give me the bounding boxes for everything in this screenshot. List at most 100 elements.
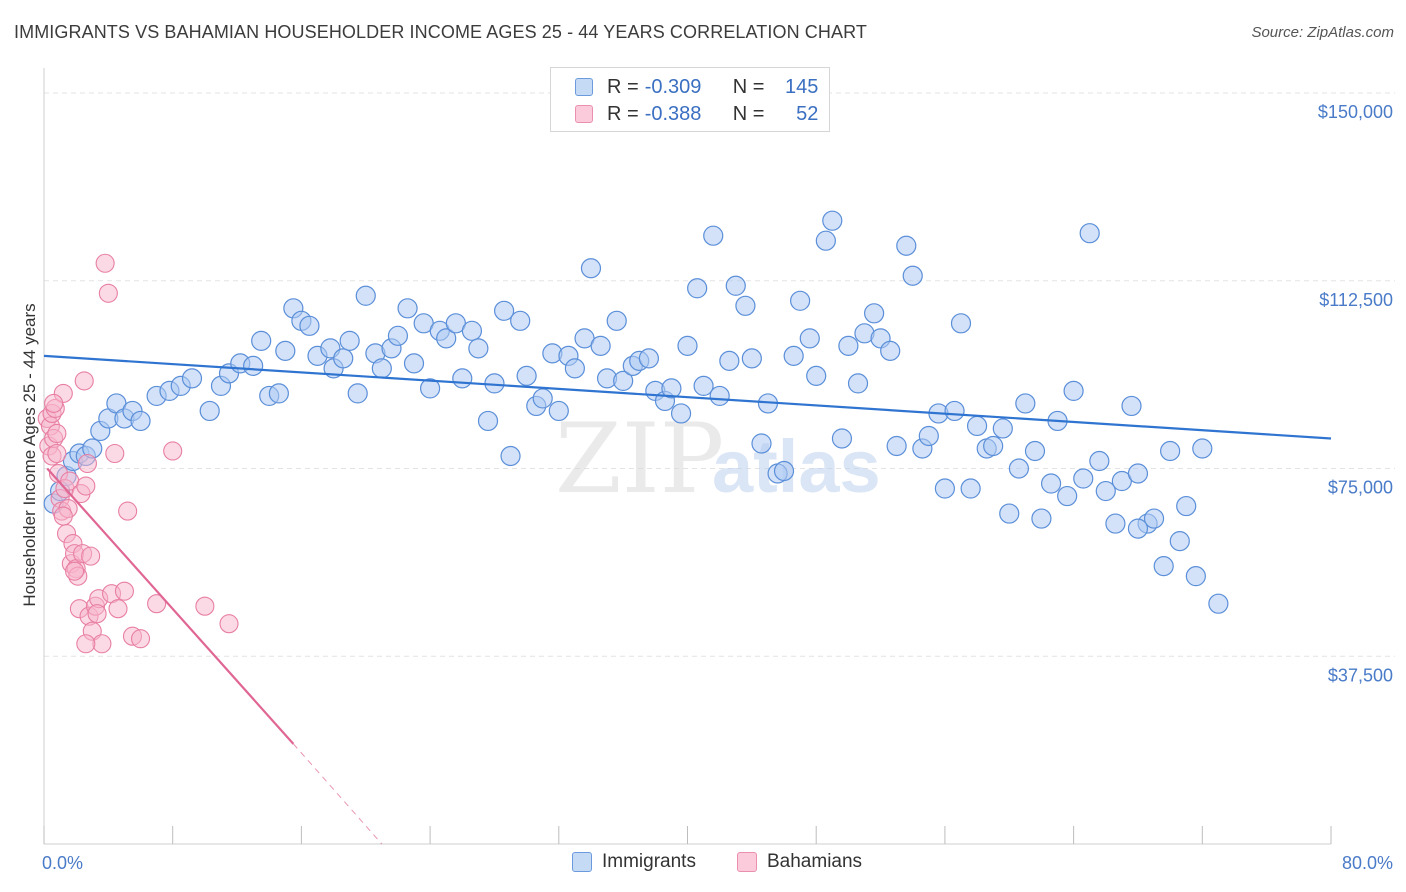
legend-r-value: -0.388 [644, 102, 702, 125]
x-tick-labels: 0.0% 80.0% [42, 853, 1393, 873]
immigrants-point [1143, 508, 1165, 529]
immigrants-point [532, 388, 553, 409]
immigrants-point [944, 400, 965, 422]
immigrants-point [703, 225, 724, 246]
immigrants-point [371, 358, 392, 379]
chart-title: IMMIGRANTS VS BAHAMIAN HOUSEHOLDER INCOM… [14, 22, 867, 42]
immigrants-point [806, 365, 827, 386]
series-immigrants [43, 210, 1229, 614]
y-tick-label: $150,000 [1318, 102, 1393, 122]
bahamians-trend-extension [292, 743, 383, 845]
immigrants-point [339, 330, 360, 351]
immigrants-point [548, 400, 569, 422]
immigrants-point [783, 345, 804, 366]
bahamians-point [76, 634, 96, 654]
immigrants-point [999, 503, 1020, 524]
bahamians-swatch [575, 105, 593, 123]
bahamians-point [98, 283, 118, 303]
immigrants-point [347, 383, 368, 404]
trend-lines [43, 354, 1332, 845]
immigrants-point [420, 378, 441, 399]
immigrants-point [500, 445, 521, 467]
immigrants-point [461, 320, 483, 341]
bahamians-point [81, 546, 101, 566]
immigrants-point [1176, 495, 1197, 517]
immigrants-point [510, 310, 531, 331]
immigrants-point [1073, 468, 1094, 489]
immigrants-point [1127, 518, 1149, 539]
bahamians-point [163, 441, 183, 461]
immigrants-point [477, 410, 499, 432]
immigrants-point [725, 275, 746, 296]
immigrants-point [251, 330, 272, 351]
immigrants-point [799, 328, 820, 349]
bahamians-point [118, 501, 138, 521]
bahamians-point [105, 443, 125, 464]
immigrants-point [960, 478, 981, 499]
immigrants-point [1127, 463, 1149, 484]
immigrants-point [790, 290, 811, 311]
immigrants-point [1031, 508, 1052, 529]
immigrants-point [1024, 440, 1046, 462]
immigrants-point [864, 303, 885, 324]
immigrants-point [838, 335, 859, 356]
legend-n-label: N = [732, 102, 765, 125]
bahamians-point [74, 371, 94, 391]
immigrants-point [822, 210, 843, 231]
y-tick-labels: $37,500 $75,000 $112,500 $150,000 [1318, 102, 1393, 685]
immigrants-point [299, 315, 320, 336]
bahamians-point [76, 476, 96, 496]
immigrants-point [1105, 513, 1126, 534]
y-tick-label: $37,500 [1328, 665, 1393, 685]
immigrants-point [992, 418, 1013, 439]
y-axis-label: Householder Income Ages 25 - 44 years [20, 303, 39, 606]
immigrants-point [1079, 223, 1100, 244]
bahamians-legend-swatch [737, 852, 757, 872]
bahamians-point [53, 506, 73, 526]
immigrants-point [918, 425, 939, 447]
immigrants-point [333, 348, 354, 369]
immigrants-point [1185, 566, 1206, 587]
bahamians-point [44, 393, 64, 413]
immigrants-trend-line [43, 354, 1332, 440]
immigrants-point [590, 335, 611, 356]
bahamians-point [92, 634, 112, 654]
immigrants-point [564, 358, 585, 379]
immigrants-point [268, 383, 289, 404]
bahamians-point [47, 443, 67, 464]
immigrants-point [355, 285, 376, 306]
immigrants-point [606, 310, 627, 331]
bahamians-point [65, 561, 85, 581]
immigrants-point [687, 278, 708, 299]
legend-n-value: 145 [785, 75, 819, 98]
immigrants-point [1153, 556, 1174, 577]
immigrants-point [751, 433, 772, 454]
immigrants-point [902, 265, 923, 286]
immigrants-point [1208, 593, 1229, 614]
immigrants-point [275, 340, 296, 361]
immigrants-point [130, 410, 151, 432]
immigrants-point [886, 435, 907, 457]
immigrants-legend-swatch [572, 852, 592, 872]
immigrants-point [735, 295, 756, 316]
immigrants-point [387, 325, 409, 346]
immigrants-point [397, 298, 418, 319]
immigrants-point [181, 368, 203, 389]
immigrants-point [661, 378, 682, 399]
bahamians-point [77, 453, 97, 474]
immigrants-point [1040, 473, 1062, 494]
legend-row-bahamians: R = -0.388 N = 52 [575, 101, 818, 127]
immigrants-point [831, 428, 853, 449]
legend-bahamians-label: Bahamians [767, 851, 863, 872]
immigrants-point [1008, 458, 1030, 479]
immigrants-point [966, 415, 988, 437]
watermark-atlas: atlas [712, 425, 881, 508]
immigrants-point [741, 348, 762, 369]
legend-n-label: N = [732, 75, 765, 98]
immigrants-point [773, 460, 795, 482]
legend-r-label: R = [607, 102, 639, 125]
immigrants-point [670, 403, 692, 424]
immigrants-point [516, 365, 537, 386]
immigrants-point [1160, 440, 1181, 462]
